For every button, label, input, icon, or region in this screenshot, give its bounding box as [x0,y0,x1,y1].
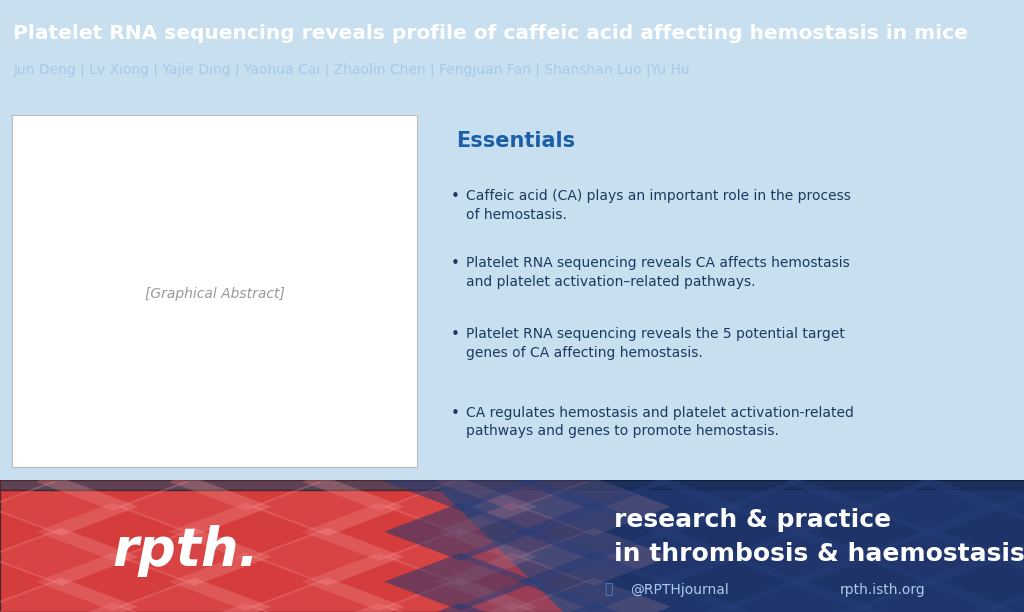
Polygon shape [783,603,937,612]
Polygon shape [118,578,271,612]
Polygon shape [36,553,189,611]
Polygon shape [650,603,804,612]
Polygon shape [435,553,589,611]
Text: 🐦: 🐦 [604,583,612,597]
Polygon shape [384,478,538,536]
Polygon shape [36,453,189,510]
Polygon shape [589,478,742,536]
Polygon shape [384,528,538,586]
Polygon shape [517,453,671,510]
Polygon shape [251,478,404,536]
Polygon shape [251,528,404,586]
Polygon shape [302,453,456,510]
Polygon shape [384,578,538,612]
Polygon shape [988,528,1024,586]
Polygon shape [251,578,404,612]
Polygon shape [855,478,1009,536]
Polygon shape [916,453,1024,510]
Text: •: • [451,189,460,204]
Text: [Graphical Abstract]: [Graphical Abstract] [145,287,285,300]
Text: research & practice: research & practice [614,508,892,532]
Polygon shape [169,553,323,611]
Polygon shape [783,503,937,561]
Text: Jun Deng | Lv Xiong | Yajie Ding | Yaohua Cai | Zhaolin Chen | Fengjuan Fan | Sh: Jun Deng | Lv Xiong | Yajie Ding | Yaohu… [13,62,690,77]
Polygon shape [517,603,671,612]
Polygon shape [456,578,609,612]
Polygon shape [589,578,742,612]
Text: Caffeic acid (CA) plays an important role in the process
of hemostasis.: Caffeic acid (CA) plays an important rol… [466,189,851,222]
Polygon shape [517,553,671,611]
Polygon shape [650,553,804,611]
Polygon shape [302,553,456,611]
FancyBboxPatch shape [0,490,1024,612]
Polygon shape [456,478,609,536]
Polygon shape [855,578,1009,612]
Polygon shape [916,603,1024,612]
Text: rpth.isth.org: rpth.isth.org [840,583,926,597]
Text: rpth.: rpth. [113,526,259,578]
Text: CA regulates hemostasis and platelet activation-related
pathways and genes to pr: CA regulates hemostasis and platelet act… [466,406,854,438]
Text: •: • [451,327,460,342]
Polygon shape [169,503,323,561]
Polygon shape [589,528,742,586]
FancyBboxPatch shape [0,480,1024,490]
Polygon shape [169,603,323,612]
Polygon shape [722,578,876,612]
Polygon shape [783,553,937,611]
Text: •: • [451,256,460,272]
Polygon shape [517,578,671,612]
Polygon shape [435,503,589,561]
Polygon shape [988,578,1024,612]
Text: Platelet RNA sequencing reveals profile of caffeic acid affecting hemostasis in : Platelet RNA sequencing reveals profile … [13,23,968,43]
Polygon shape [384,553,538,611]
Polygon shape [0,603,56,612]
FancyBboxPatch shape [12,114,417,468]
Polygon shape [302,603,456,612]
Polygon shape [0,503,56,561]
Text: in thrombosis & haemostasis: in thrombosis & haemostasis [614,542,1024,566]
Polygon shape [517,503,671,561]
Text: Platelet RNA sequencing reveals CA affects hemostasis
and platelet activation–re: Platelet RNA sequencing reveals CA affec… [466,256,850,289]
Polygon shape [988,478,1024,536]
Polygon shape [650,453,804,510]
Polygon shape [517,528,671,586]
Text: Platelet RNA sequencing reveals the 5 potential target
genes of CA affecting hem: Platelet RNA sequencing reveals the 5 po… [466,327,845,360]
Polygon shape [517,478,671,536]
Polygon shape [36,503,189,561]
Polygon shape [0,453,56,510]
Polygon shape [0,578,138,612]
Polygon shape [169,453,323,510]
Polygon shape [118,478,271,536]
Polygon shape [456,528,609,586]
Polygon shape [36,603,189,612]
Text: @RPTHjournal: @RPTHjournal [630,583,728,597]
Polygon shape [302,503,456,561]
Text: •: • [451,406,460,421]
Polygon shape [435,453,589,510]
Polygon shape [916,503,1024,561]
Polygon shape [722,478,876,536]
Polygon shape [916,553,1024,611]
Polygon shape [384,503,538,561]
Polygon shape [384,453,538,510]
Polygon shape [118,528,271,586]
Text: Essentials: Essentials [456,132,574,151]
Polygon shape [650,503,804,561]
Polygon shape [0,553,56,611]
Polygon shape [0,528,138,586]
Polygon shape [783,453,937,510]
Polygon shape [384,603,538,612]
Polygon shape [722,528,876,586]
Polygon shape [440,490,1024,612]
Polygon shape [855,528,1009,586]
Polygon shape [0,478,138,536]
Polygon shape [435,603,589,612]
